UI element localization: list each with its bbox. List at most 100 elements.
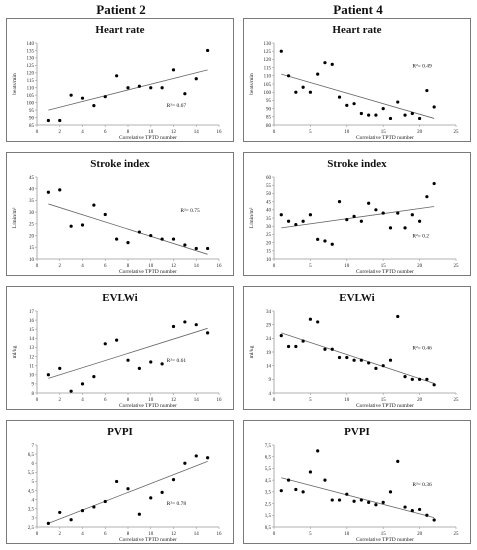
y-tick-label: 12: [29, 355, 35, 360]
x-tick-label: 0: [273, 532, 276, 537]
data-point: [359, 219, 363, 223]
data-point: [103, 342, 107, 346]
data-point: [345, 492, 349, 496]
scatter-plot: 80 85 90 95 100 105 110 115 120 125 130 0 5 10 15 20 25 C…: [249, 42, 459, 141]
y-tick-label: 14: [266, 364, 272, 369]
data-point: [308, 213, 312, 217]
r-squared-label: R²= 0.61: [167, 358, 187, 364]
data-point: [367, 113, 371, 117]
y-tick-label: 130: [27, 57, 35, 62]
y-tick-label: 15: [266, 250, 272, 255]
data-point: [286, 478, 291, 482]
x-tick-label: 0: [273, 398, 276, 403]
data-point: [345, 218, 349, 222]
x-tick-label: 25: [454, 532, 460, 537]
x-tick-label: 10: [344, 398, 350, 403]
data-point: [69, 389, 73, 393]
data-point: [425, 195, 429, 199]
y-axis-label: L/min/m²: [249, 207, 255, 228]
data-point: [359, 358, 363, 362]
chart-panel-pvpi-patient-4: PVPI 0,5 1,5 2,5 3,5 4,5 5,5 6,5 7,5 0 5 10 15 20 25 C…: [243, 420, 471, 544]
data-point: [410, 377, 414, 381]
y-tick-label: 4: [269, 392, 272, 397]
data-point: [160, 490, 164, 494]
y-tick-label: 29: [266, 323, 272, 328]
data-point: [194, 323, 198, 327]
y-tick-label: 85: [266, 116, 272, 121]
x-tick-label: 10: [344, 130, 350, 135]
data-point: [279, 213, 283, 217]
trend-line: [281, 477, 435, 519]
x-tick-label: 5: [309, 532, 312, 537]
y-axis-label: beats/min: [12, 73, 18, 95]
data-point: [432, 518, 436, 522]
y-tick-label: 2,5: [28, 526, 35, 531]
data-point: [425, 513, 429, 517]
y-tick-label: 140: [27, 42, 35, 47]
y-tick-label: 125: [264, 50, 272, 55]
data-point: [396, 211, 400, 215]
y-tick-label: 30: [29, 211, 35, 216]
x-tick-label: 8: [127, 532, 130, 537]
chart-panel-heart-rate-patient-2: Heart rate 85 90 95 100 105 110 115 120 125 130 13…: [6, 18, 234, 142]
r-squared-label: R²= 0.46: [412, 345, 432, 351]
y-tick-label: 85: [29, 124, 35, 129]
x-tick-label: 0: [36, 130, 39, 135]
x-tick-label: 14: [194, 130, 200, 135]
data-point: [432, 181, 436, 186]
data-point: [330, 242, 334, 246]
x-tick-label: 0: [36, 532, 39, 537]
data-point: [374, 113, 378, 117]
data-point: [374, 503, 378, 507]
data-point: [115, 74, 119, 78]
chart-title: EVLWi: [339, 292, 375, 304]
x-axis-label: Correlative TPTD number: [356, 537, 414, 543]
data-point: [323, 239, 327, 243]
data-point: [316, 237, 320, 241]
x-tick-label: 25: [454, 398, 460, 403]
data-point: [69, 518, 73, 522]
y-tick-label: 90: [29, 116, 35, 121]
data-point: [80, 96, 85, 100]
data-point: [194, 246, 198, 251]
x-tick-label: 12: [171, 264, 177, 269]
data-point: [149, 496, 153, 500]
y-tick-label: 105: [27, 94, 35, 99]
data-point: [374, 208, 378, 212]
y-tick-label: 4,5: [265, 479, 272, 484]
x-tick-label: 0: [273, 264, 276, 269]
data-point: [381, 211, 385, 215]
y-tick-label: 95: [29, 109, 35, 114]
data-point: [80, 509, 85, 513]
y-tick-label: 6,5: [265, 456, 272, 461]
data-point: [171, 68, 176, 72]
x-tick-label: 5: [309, 130, 312, 135]
data-point: [58, 510, 62, 515]
x-tick-label: 16: [217, 130, 223, 135]
y-tick-label: 40: [29, 188, 35, 193]
x-tick-label: 16: [217, 398, 223, 403]
data-point: [126, 86, 130, 90]
data-point: [403, 505, 407, 509]
y-tick-label: 100: [27, 101, 35, 106]
chart-panel-heart-rate-patient-4: Heart rate 80 85 90 95 100 105 110 115 120 125 130…: [243, 18, 471, 142]
data-point: [69, 224, 73, 228]
data-point: [183, 243, 187, 247]
trend-line: [281, 73, 435, 119]
scatter-plot: 85 90 95 100 105 110 115 120 125 130 135 140 0 2 4 6 8 10…: [12, 42, 223, 141]
y-tick-label: 20: [266, 241, 272, 246]
data-point: [160, 86, 164, 90]
r-squared-label: R²= 0.67: [167, 103, 187, 109]
data-point: [149, 86, 153, 90]
chart-panel-stroke-index-patient-4: Stroke index 10 15 20 25 30 35 40 45 50 55 60 0 5 10 1…: [243, 152, 471, 276]
data-point: [137, 366, 141, 370]
data-point: [345, 355, 349, 360]
data-point: [58, 118, 62, 123]
data-point: [286, 344, 291, 349]
y-tick-label: 10: [266, 258, 272, 263]
data-point: [69, 93, 73, 97]
data-point: [330, 498, 334, 502]
column-title-patient-4: Patient 4: [333, 2, 383, 17]
x-tick-label: 14: [194, 398, 200, 403]
r-squared-label: R²= 0.78: [167, 501, 187, 507]
